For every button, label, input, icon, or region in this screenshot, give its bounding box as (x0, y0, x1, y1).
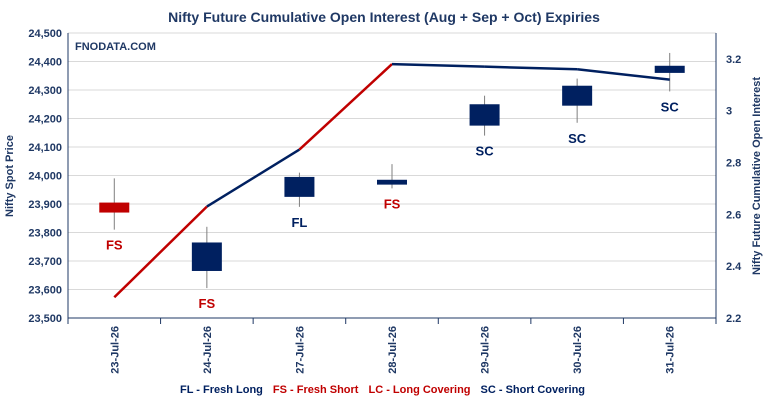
candle-body (377, 179, 407, 185)
legend-item: LC - Long Covering (368, 384, 470, 396)
y-tick-label: 23,600 (28, 285, 62, 297)
x-tick-label: 28-Jul-26 (387, 326, 399, 374)
y-tick-label: 24,400 (28, 57, 62, 69)
candle-annotation: SC (568, 131, 587, 146)
oi-line-segment (298, 63, 393, 151)
candle-body (654, 65, 685, 73)
y-tick-label: 24,300 (28, 85, 62, 97)
candle-annotation: FS (106, 238, 123, 253)
candle-body (284, 176, 315, 197)
y-tick-label: 23,700 (28, 256, 62, 268)
candle-annotation: FS (384, 196, 401, 211)
y-tick-label: 23,800 (28, 228, 62, 240)
candle-body (99, 202, 130, 213)
x-axis-ticks: 23-Jul-26 24-Jul-26 27-Jul-26 28-Jul-26 29-J… (109, 326, 676, 374)
oi-line-segment (206, 148, 301, 208)
annotations: FS FS FL FS SC SC SC (106, 99, 679, 311)
candle-annotation: SC (661, 99, 680, 114)
x-tick-label: 30-Jul-26 (572, 326, 584, 374)
candle-body (469, 104, 500, 126)
oi-line-segment (577, 68, 670, 81)
y2-axis-label: Nifty Future Cumulative Open Interest (751, 77, 763, 275)
candles (99, 52, 685, 289)
x-tick-label: 31-Jul-26 (665, 326, 677, 374)
candle-body (562, 85, 593, 106)
y-tick-label: 24,200 (28, 114, 62, 126)
x-tick-label: 23-Jul-26 (109, 326, 121, 374)
watermark: FNODATA.COM (75, 41, 156, 53)
oi-line (113, 62, 670, 299)
y-tick-label: 24,000 (28, 171, 62, 183)
x-tick-label: 29-Jul-26 (480, 326, 492, 374)
candle-annotation: FL (291, 215, 307, 230)
legend: FL - Fresh Long FS - Fresh Short LC - Long… (180, 384, 585, 396)
y-tick-label: 23,500 (28, 313, 62, 325)
oi-line-segment (113, 205, 208, 299)
y2-tick-label: 3 (726, 106, 732, 118)
legend-item: FL - Fresh Long (180, 384, 263, 396)
axes (67, 33, 717, 324)
legend-item: SC - Short Covering (481, 384, 586, 396)
oi-line-segment (484, 65, 578, 71)
chart-title: Nifty Future Cumulative Open Interest (A… (168, 9, 600, 25)
oi-line-segment (391, 62, 485, 68)
y2-tick-label: 2.4 (726, 261, 742, 273)
candle-annotation: FS (199, 296, 216, 311)
y2-tick-label: 2.8 (726, 158, 741, 170)
y-axis-ticks: 23,500 23,600 23,700 23,800 23,900 24,000 24,1… (28, 28, 62, 325)
y2-tick-label: 2.6 (726, 209, 741, 221)
x-tick-label: 24-Jul-26 (202, 326, 214, 374)
legend-item: FS - Fresh Short (273, 384, 359, 396)
y2-tick-label: 2.2 (726, 313, 741, 325)
x-tick-label: 27-Jul-26 (294, 326, 306, 374)
y-tick-label: 23,900 (28, 199, 62, 211)
candle-annotation: SC (476, 144, 495, 159)
candle-body (191, 242, 222, 271)
y2-tick-label: 3.2 (726, 54, 741, 66)
y-tick-label: 24,100 (28, 142, 62, 154)
y-axis-label: Nifty Spot Price (4, 135, 16, 217)
y-tick-label: 24,500 (28, 28, 62, 40)
y2-axis-ticks: 2.2 2.4 2.6 2.8 3 3.2 (726, 54, 742, 325)
